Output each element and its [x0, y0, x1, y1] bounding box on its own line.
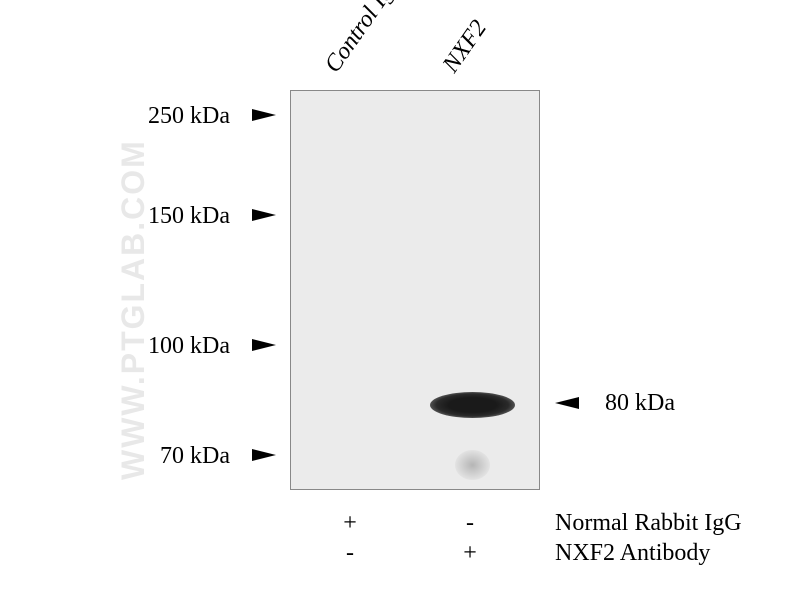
lane-label-control: Control IgG	[320, 0, 409, 78]
protein-band	[430, 392, 515, 418]
legend-text-igg: Normal Rabbit IgG	[555, 510, 742, 537]
legend-symbol: +	[460, 540, 480, 567]
mw-label-70: 70 kDa	[160, 443, 230, 470]
mw-label-150: 150 kDa	[148, 203, 230, 230]
band-label: 80 kDa	[605, 390, 675, 417]
arrow-icon	[252, 449, 276, 461]
legend-symbol: +	[340, 510, 360, 537]
arrow-icon	[555, 397, 579, 409]
legend-text-antibody: NXF2 Antibody	[555, 540, 710, 567]
arrow-icon	[252, 339, 276, 351]
arrow-icon	[252, 109, 276, 121]
mw-label-100: 100 kDa	[148, 333, 230, 360]
legend-symbol: -	[340, 540, 360, 567]
mw-label-250: 250 kDa	[148, 103, 230, 130]
arrow-icon	[252, 209, 276, 221]
faint-smudge	[455, 450, 490, 480]
blot-membrane	[290, 90, 540, 490]
legend-symbol: -	[460, 510, 480, 537]
lane-label-nxf2: NXF2	[438, 16, 493, 78]
watermark: WWW.PTGLAB.COM	[115, 139, 152, 480]
